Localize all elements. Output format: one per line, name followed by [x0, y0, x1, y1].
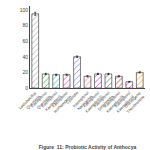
svg-text:KaempferolKaempferol2: KaempferolKaempferol2 — [80, 90, 104, 114]
svg-text:100: 100 — [20, 7, 29, 13]
svg-text:KaempferolDelphinidin: KaempferolDelphinidin — [93, 90, 115, 112]
svg-text:LactobacillusQuercetin: LactobacillusQuercetin — [17, 90, 41, 114]
svg-text:0: 0 — [25, 85, 28, 91]
svg-text:Figure 11: Probiotic Activity: Figure 11: Probiotic Activity of Anthocy… — [39, 144, 137, 150]
svg-text:60: 60 — [22, 38, 28, 44]
svg-text:KaempferolKaempferol4: KaempferolKaempferol4 — [112, 90, 136, 114]
svg-text:20: 20 — [22, 69, 28, 75]
svg-text:80: 80 — [22, 22, 28, 28]
svg-text:KaempferolNaringenin: KaempferolNaringenin — [72, 90, 94, 112]
svg-text:KaempferolKaempferol3: KaempferolKaempferol3 — [101, 90, 125, 114]
svg-text:ChlorogenicTheobromine: ChlorogenicTheobromine — [122, 90, 146, 114]
svg-text:Cyanidin: Cyanidin — [65, 90, 80, 105]
svg-text:KaempferolQuercetin: KaempferolQuercetin — [30, 90, 52, 112]
svg-text:KaempferolIsorhamnetin: KaempferolIsorhamnetin — [49, 90, 73, 114]
svg-text:40: 40 — [22, 54, 28, 60]
svg-text:KaempferolKaempferol: KaempferolKaempferol — [40, 90, 62, 112]
